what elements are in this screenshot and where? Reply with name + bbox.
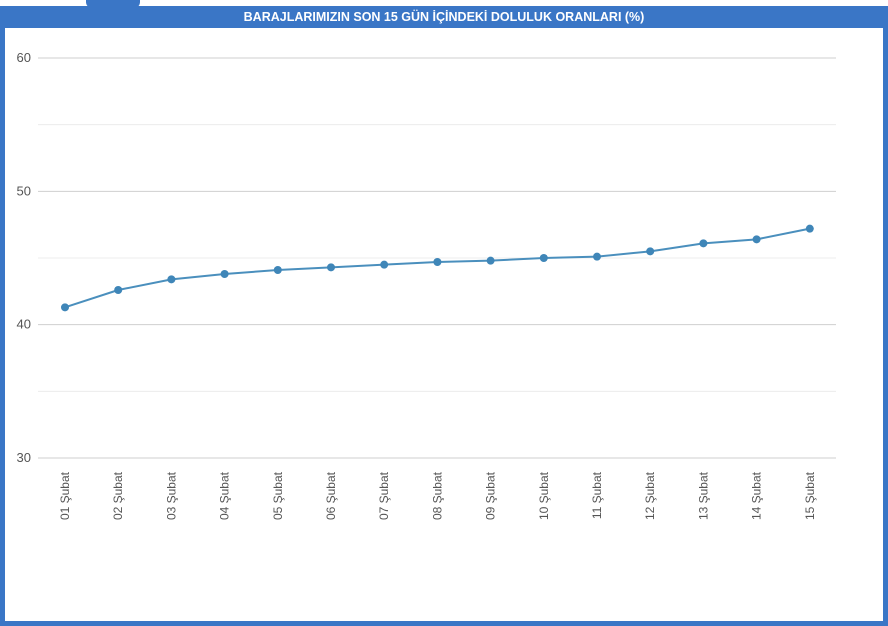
- title-tab: [86, 0, 140, 8]
- x-tick-label: 15 Şubat: [803, 471, 817, 520]
- x-tick-label: 13 Şubat: [696, 471, 710, 520]
- x-tick-label: 02 Şubat: [111, 471, 125, 520]
- y-tick-label: 50: [17, 183, 31, 198]
- data-point: [220, 270, 229, 278]
- data-point: [752, 235, 761, 244]
- data-point: [167, 275, 176, 284]
- x-tick-label: 04 Şubat: [218, 471, 232, 520]
- data-point: [805, 224, 814, 233]
- x-tick-label: 08 Şubat: [430, 471, 444, 520]
- data-point: [61, 303, 69, 312]
- x-tick-label: 11 Şubat: [590, 471, 604, 519]
- data-point: [646, 247, 655, 256]
- x-tick-label: 01 Şubat: [58, 471, 72, 520]
- x-tick-label: 05 Şubat: [271, 471, 285, 520]
- data-point: [699, 239, 708, 248]
- data-point: [114, 286, 123, 294]
- data-point: [273, 266, 282, 274]
- x-tick-label: 07 Şubat: [377, 471, 391, 520]
- data-point: [486, 256, 495, 265]
- series-line: [64, 227, 810, 309]
- data-point: [380, 260, 389, 269]
- x-tick-label: 12 Şubat: [643, 471, 657, 520]
- top-strip: [0, 0, 888, 6]
- x-tick-label: 10 Şubat: [537, 471, 551, 520]
- chart-title: BARAJLARIMIZIN SON 15 GÜN İÇİNDEKİ DOLUL…: [0, 6, 888, 28]
- x-tick-label: 14 Şubat: [750, 471, 764, 520]
- x-tick-label: 06 Şubat: [324, 471, 338, 520]
- y-tick-label: 30: [17, 450, 31, 465]
- x-tick-label: 09 Şubat: [484, 471, 498, 520]
- data-point: [327, 263, 335, 272]
- y-tick-label: 60: [17, 50, 31, 65]
- y-tick-label: 40: [17, 317, 31, 332]
- data-point: [539, 254, 548, 262]
- data-point: [593, 252, 601, 261]
- data-point: [433, 258, 442, 266]
- x-tick-label: 03 Şubat: [164, 471, 178, 520]
